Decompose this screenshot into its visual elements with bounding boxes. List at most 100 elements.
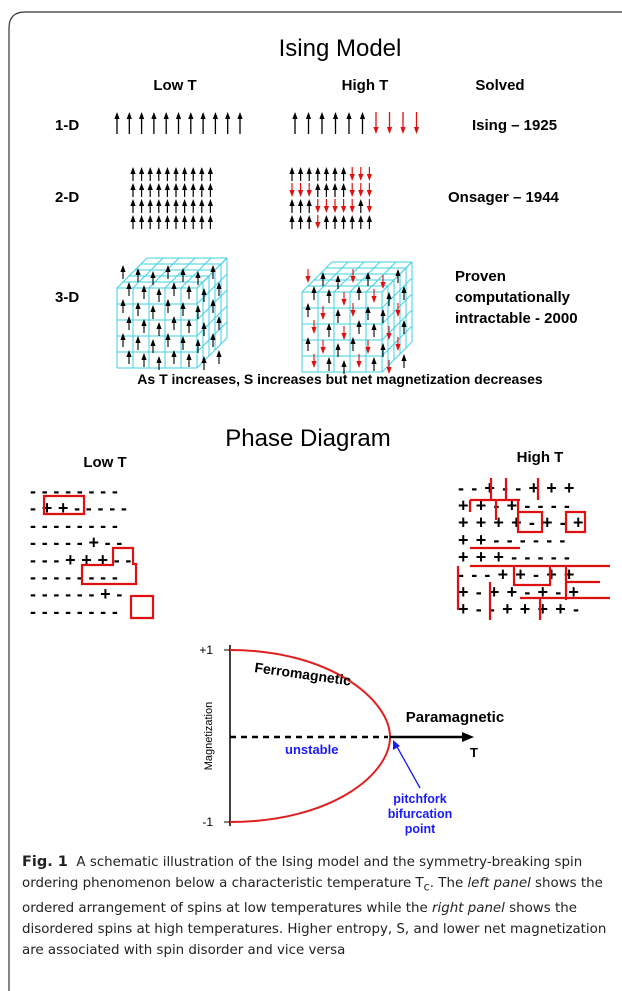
spin-head xyxy=(199,199,205,206)
spin-head xyxy=(341,206,347,213)
spin-head xyxy=(173,167,179,174)
spin-head xyxy=(188,112,194,119)
spin-head xyxy=(139,215,145,222)
spin-head xyxy=(358,190,364,197)
spin-head xyxy=(356,286,362,293)
spin-head xyxy=(130,199,136,206)
spin-head xyxy=(216,282,222,289)
spin-head xyxy=(319,112,325,119)
spin-head xyxy=(356,361,362,368)
solved: Onsager – 1944 xyxy=(448,189,560,206)
point-label: pitchfork xyxy=(393,792,447,806)
spin-head xyxy=(380,309,386,316)
spin-head xyxy=(141,353,147,360)
spin-head xyxy=(210,299,216,306)
spin-head xyxy=(365,347,371,354)
spin-head xyxy=(141,285,147,292)
tick-label: +1 xyxy=(199,643,213,657)
spin-head xyxy=(164,167,170,174)
spin-head xyxy=(156,215,162,222)
spin-head xyxy=(346,112,352,119)
caption-text: A schematic illustration of the Ising mo… xyxy=(22,855,583,891)
lattice xyxy=(196,257,228,289)
spin-head xyxy=(305,303,311,310)
row-label: 1-D xyxy=(55,117,79,134)
solved: computationally xyxy=(455,289,571,306)
spin-head xyxy=(151,112,157,119)
point-label: point xyxy=(405,822,436,836)
spin-head xyxy=(201,288,207,295)
spin-head xyxy=(366,215,372,222)
spin-head xyxy=(114,112,120,119)
spin-head xyxy=(207,215,213,222)
spin-head xyxy=(386,367,392,374)
spin-row: -------- xyxy=(30,567,124,587)
header: Solved xyxy=(475,77,524,94)
spin-head xyxy=(289,167,295,174)
spin-head xyxy=(358,174,364,181)
spin-head xyxy=(135,302,141,309)
spin-head xyxy=(320,272,326,279)
caption-italic: left panel xyxy=(467,876,531,891)
spin-head xyxy=(165,333,171,340)
spin-head xyxy=(180,302,186,309)
spin-head xyxy=(210,265,216,272)
spin-head xyxy=(386,333,392,340)
spin-head xyxy=(306,167,312,174)
spin-row: +++----- xyxy=(458,547,577,567)
spin-head xyxy=(147,215,153,222)
spin-head xyxy=(326,323,332,330)
lattice xyxy=(196,337,228,369)
phase-label: High T xyxy=(517,449,564,466)
caption-text: . The xyxy=(429,876,468,891)
cluster-outline xyxy=(129,594,155,620)
spin-row: -------- xyxy=(30,515,124,535)
spin-head xyxy=(349,174,355,181)
spin-head xyxy=(380,282,386,289)
spin-head xyxy=(401,286,407,293)
spin-head xyxy=(186,319,192,326)
spin-head xyxy=(315,222,321,229)
spin-head xyxy=(298,199,304,206)
spin-head xyxy=(358,199,364,206)
spin-head xyxy=(401,320,407,327)
spin-head xyxy=(289,190,295,197)
caption-label: Fig. 1 xyxy=(22,854,68,870)
spin-head xyxy=(395,269,401,276)
spin-head xyxy=(323,167,329,174)
axis-label: T xyxy=(470,745,478,760)
spin-head xyxy=(210,333,216,340)
lattice xyxy=(196,273,228,305)
spin-head xyxy=(289,215,295,222)
spin-head xyxy=(401,354,407,361)
pointer xyxy=(395,744,421,789)
spin-head xyxy=(180,336,186,343)
spin-head xyxy=(386,127,393,134)
spin-head xyxy=(366,190,372,197)
spin-head xyxy=(195,271,201,278)
spin-head xyxy=(130,167,136,174)
spin-head xyxy=(305,276,311,283)
tick-label: -1 xyxy=(202,815,213,829)
caption-sub: c xyxy=(423,880,430,894)
spin-head xyxy=(195,305,201,312)
spin-head xyxy=(164,183,170,190)
spin-head xyxy=(147,167,153,174)
spin-head xyxy=(298,190,304,197)
spin-head xyxy=(199,183,205,190)
unstable-label: unstable xyxy=(285,742,338,757)
lattice xyxy=(349,261,381,293)
spin-head xyxy=(350,310,356,317)
spin-head xyxy=(150,339,156,346)
spin-head xyxy=(201,322,207,329)
spin-head xyxy=(371,357,377,364)
spin-head xyxy=(356,320,362,327)
spin-head xyxy=(156,322,162,329)
spin-head xyxy=(341,183,347,190)
spin-head xyxy=(292,112,298,119)
spin-head xyxy=(365,272,371,279)
spin-head xyxy=(139,167,145,174)
spin-head xyxy=(366,174,372,181)
lattice xyxy=(381,309,413,341)
